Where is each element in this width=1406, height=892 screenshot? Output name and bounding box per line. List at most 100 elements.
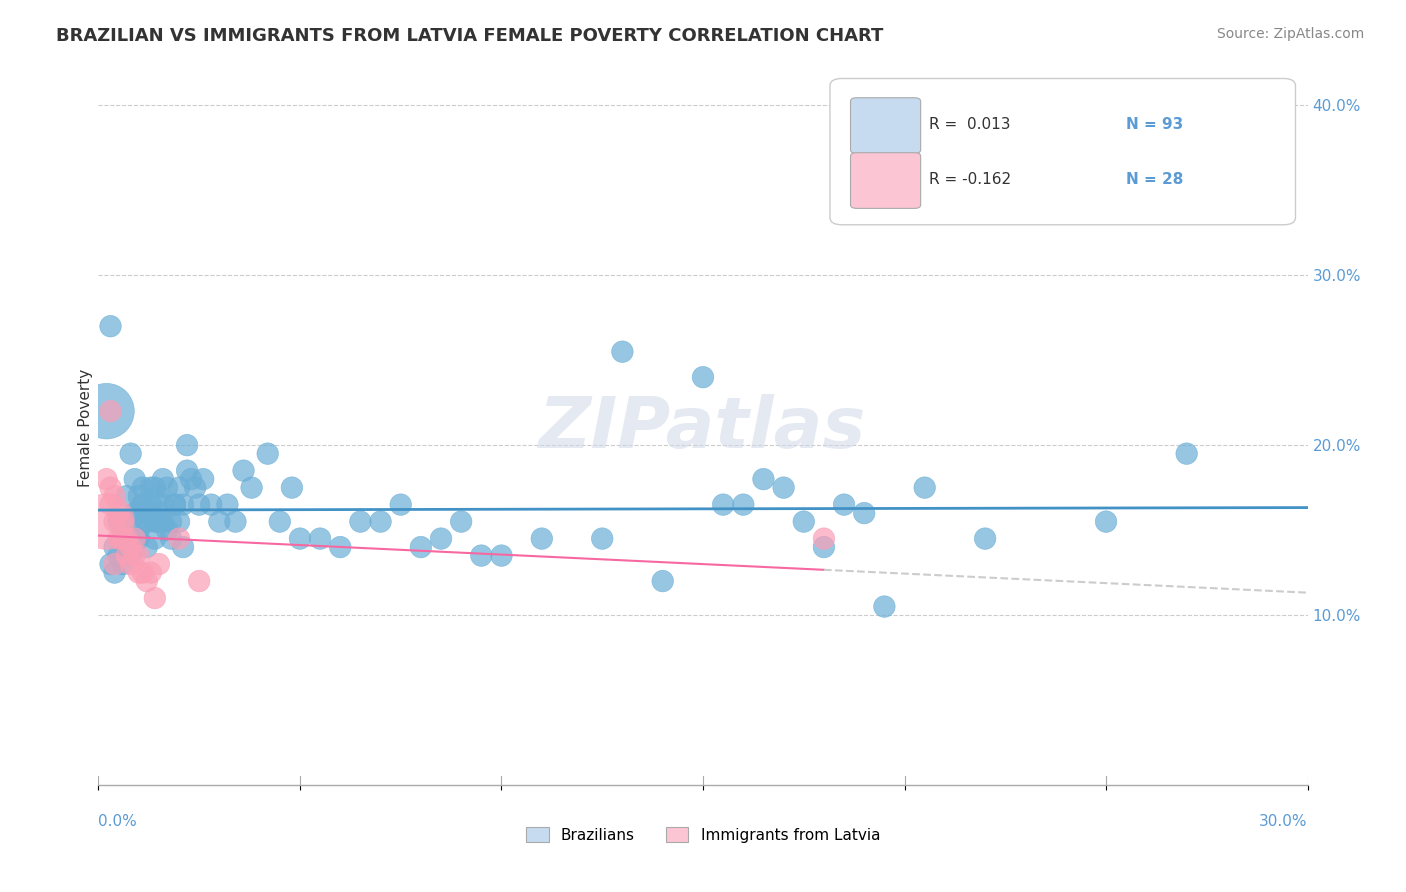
Point (853, 506, 876, 520)
Point (120, 515, 142, 529)
Point (530, 532, 553, 546)
FancyBboxPatch shape (851, 98, 921, 153)
Point (152, 472, 174, 486)
Point (107, 532, 129, 546)
Point (96, 515, 118, 529)
Point (143, 481, 166, 495)
Point (389, 498, 412, 512)
Point (132, 481, 155, 495)
Point (160, 532, 183, 546)
Point (148, 557, 170, 571)
Point (132, 498, 155, 512)
Point (128, 523, 150, 537)
Point (813, 532, 835, 546)
Point (914, 481, 936, 495)
Point (172, 498, 194, 512)
Point (163, 498, 186, 512)
Point (733, 498, 755, 512)
Point (100, 557, 122, 571)
Point (208, 515, 231, 529)
Point (124, 532, 146, 546)
Point (148, 515, 170, 529)
Text: BRAZILIAN VS IMMIGRANTS FROM LATVIA FEMALE POVERTY CORRELATION CHART: BRAZILIAN VS IMMIGRANTS FROM LATVIA FEMA… (56, 27, 883, 45)
Point (772, 481, 794, 495)
Point (103, 566, 125, 580)
Point (256, 447, 278, 461)
Point (100, 481, 122, 495)
Point (309, 532, 332, 546)
Point (167, 515, 190, 529)
Point (491, 549, 513, 563)
Point (111, 532, 134, 546)
Point (107, 549, 129, 563)
Point (128, 532, 150, 546)
Point (100, 498, 122, 512)
Point (1095, 515, 1118, 529)
Point (135, 515, 157, 529)
Point (124, 532, 146, 546)
Point (148, 489, 170, 503)
Point (135, 540, 157, 554)
Point (124, 549, 146, 563)
Point (124, 506, 146, 520)
Point (139, 506, 162, 520)
Point (143, 532, 166, 546)
Point (217, 498, 239, 512)
Point (128, 549, 150, 563)
Point (128, 489, 150, 503)
Point (135, 574, 157, 588)
Text: Source: ZipAtlas.com: Source: ZipAtlas.com (1216, 27, 1364, 41)
Point (115, 489, 138, 503)
Point (156, 523, 179, 537)
Point (135, 515, 157, 529)
Point (156, 481, 179, 495)
Point (172, 540, 194, 554)
Point (120, 549, 142, 563)
Point (120, 540, 142, 554)
Point (96, 404, 118, 418)
Text: N = 28: N = 28 (1126, 172, 1184, 187)
Point (103, 540, 125, 554)
Text: R = -0.162: R = -0.162 (929, 172, 1011, 187)
Text: 30.0%: 30.0% (1260, 814, 1308, 829)
Point (329, 540, 352, 554)
Point (813, 540, 835, 554)
Point (370, 515, 392, 529)
Point (103, 515, 125, 529)
Point (974, 532, 997, 546)
Point (281, 481, 304, 495)
Point (288, 532, 311, 546)
Point (132, 566, 155, 580)
Point (188, 498, 211, 512)
Point (143, 591, 166, 605)
Point (240, 481, 263, 495)
Point (115, 540, 138, 554)
Text: ZIPatlas: ZIPatlas (540, 393, 866, 463)
Point (103, 489, 125, 503)
Point (132, 498, 155, 512)
Point (107, 506, 129, 520)
Point (167, 481, 190, 495)
Point (107, 515, 129, 529)
Point (167, 532, 190, 546)
Point (152, 515, 174, 529)
Point (128, 506, 150, 520)
Point (692, 370, 714, 384)
Point (651, 574, 673, 588)
Point (96, 472, 118, 486)
FancyBboxPatch shape (851, 153, 921, 209)
Text: N = 93: N = 93 (1126, 118, 1184, 132)
Point (111, 532, 134, 546)
Point (180, 472, 202, 486)
Point (200, 498, 222, 512)
Point (163, 498, 186, 512)
Point (148, 506, 170, 520)
Legend: Brazilians, Immigrants from Latvia: Brazilians, Immigrants from Latvia (520, 821, 886, 848)
Point (115, 549, 138, 563)
Point (612, 344, 634, 359)
Point (120, 557, 142, 571)
Point (269, 515, 291, 529)
Text: 0.0%: 0.0% (98, 814, 138, 829)
Point (188, 574, 211, 588)
Point (409, 540, 432, 554)
